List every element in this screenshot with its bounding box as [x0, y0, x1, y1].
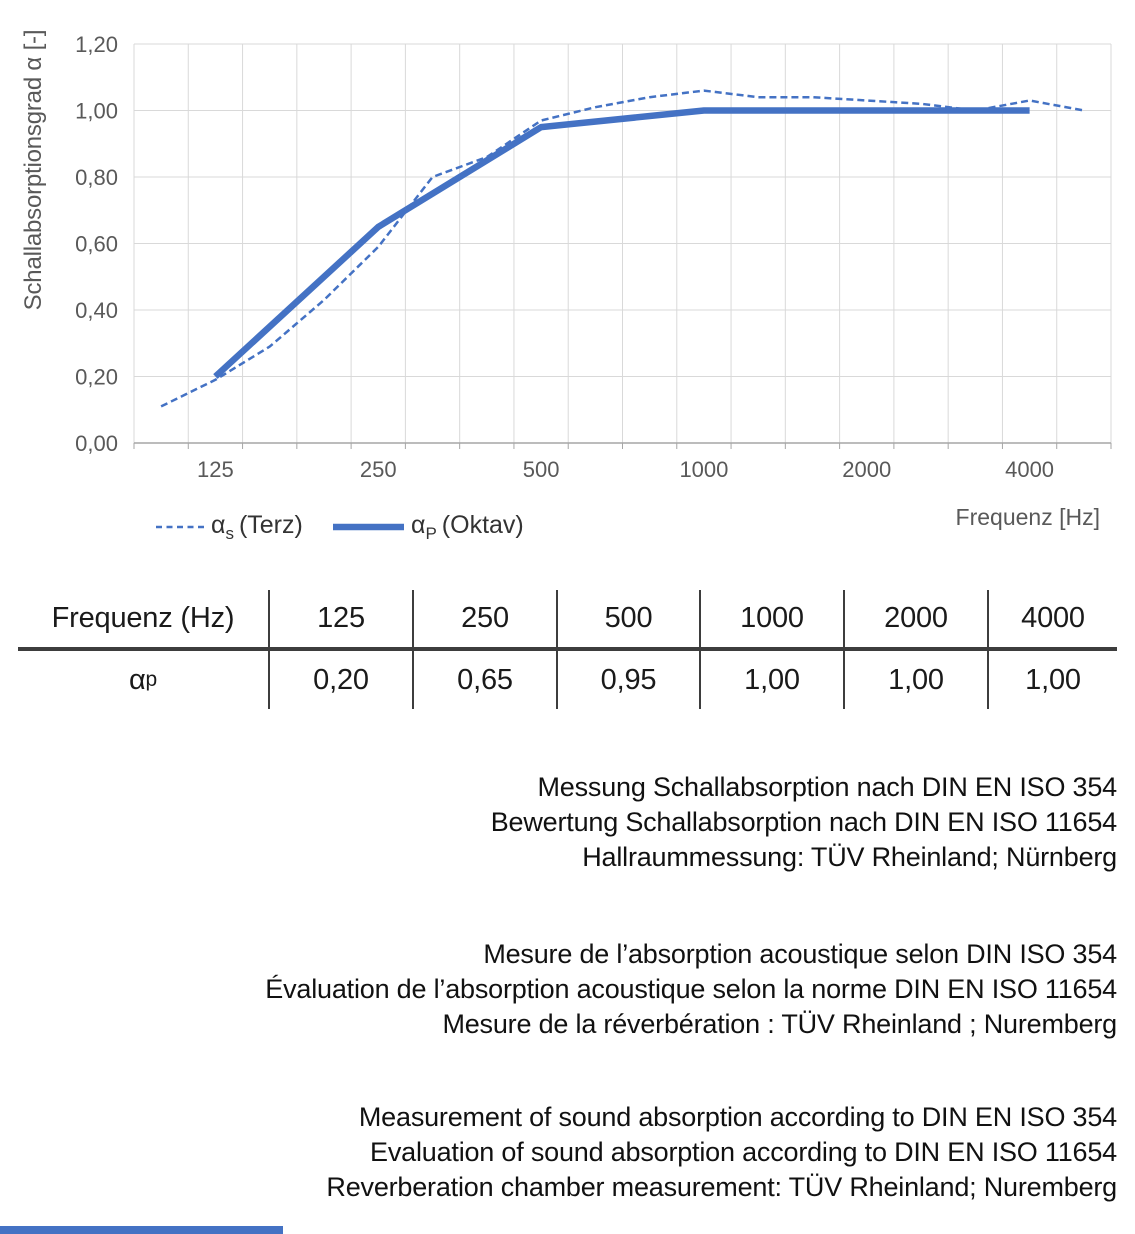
- table-header-cell: 500: [558, 590, 701, 647]
- table-value-row: α p 0,20 0,65 0,95 1,00 1,00 1,00: [18, 651, 1117, 709]
- note-block-english: Measurement of sound absorption accordin…: [326, 1100, 1117, 1205]
- x-tick-label: 4000: [1005, 457, 1054, 482]
- y-axis-title: Schallabsorptionsgrad α [-]: [20, 29, 47, 311]
- table-value-cell: 1,00: [845, 651, 989, 709]
- table-header-frequency: Frequenz (Hz): [18, 590, 270, 647]
- x-axis-title: Frequenz [Hz]: [955, 504, 1100, 530]
- table-value-cell: 0,95: [558, 651, 701, 709]
- note-line: Hallraummessung: TÜV Rheinland; Nürnberg: [582, 842, 1117, 872]
- series-line-alpha-s: [160, 89, 1085, 408]
- note-block-german: Messung Schallabsorption nach DIN EN ISO…: [491, 770, 1117, 875]
- dashed-line-sample: [156, 525, 204, 529]
- y-tick-label: 0,80: [75, 165, 118, 190]
- x-tick-label: 500: [523, 457, 560, 482]
- x-tick-label: 1000: [679, 457, 728, 482]
- note-block-french: Mesure de l’absorption acoustique selon …: [265, 937, 1117, 1042]
- table-header-cell: 250: [414, 590, 558, 647]
- table-value-cell: 1,00: [1025, 663, 1081, 696]
- y-tick-label: 0,60: [75, 232, 118, 257]
- note-line: Measurement of sound absorption accordin…: [358, 1102, 1117, 1132]
- note-line: Evaluation of sound absorption according…: [370, 1137, 1117, 1167]
- absorption-chart: 0,00 0,20 0,40 0,60 0,80 1,00 1,20 125 250 500 100…: [0, 0, 1135, 560]
- legend-label-alpha-p: αP (Oktav): [411, 510, 524, 543]
- y-tick-label: 1,20: [75, 32, 118, 57]
- table-header-cell: 2000: [845, 590, 989, 647]
- solid-line-sample: [333, 523, 404, 531]
- note-line: Reverberation chamber measurement: TÜV R…: [326, 1172, 1117, 1202]
- table-value-cell: 0,65: [414, 651, 558, 709]
- legend-item-alpha-s: αs (Terz): [156, 510, 303, 543]
- note-line: Mesure de la réverbération : TÜV Rheinla…: [442, 1009, 1117, 1039]
- table-value-cell: 0,20: [270, 651, 414, 709]
- brand-bar: [0, 1226, 283, 1234]
- y-tick-label: 0,20: [75, 365, 118, 390]
- legend-label-alpha-s: αs (Terz): [211, 510, 303, 543]
- table-header-cell: 4000: [1021, 602, 1085, 634]
- x-tick-label: 250: [360, 457, 397, 482]
- table-header-cell: 125: [270, 590, 414, 647]
- y-tick-label: 0,40: [75, 298, 118, 323]
- alpha-p-table: Frequenz (Hz) 125 250 500 1000 2000 4000 α p 0,2…: [18, 590, 1117, 709]
- x-tick-label: 2000: [842, 457, 891, 482]
- table-header-row: Frequenz (Hz) 125 250 500 1000 2000 4000: [18, 590, 1117, 651]
- note-line: Messung Schallabsorption nach DIN EN ISO…: [537, 772, 1117, 802]
- chart-plot-area: 0,00 0,20 0,40 0,60 0,80 1,00 1,20 125 250 500 100…: [75, 32, 1112, 482]
- series-line-alpha-p: [213, 107, 1030, 379]
- table-value-cell: 1,00: [701, 651, 845, 709]
- note-line: Mesure de l’absorption acoustique selon …: [483, 939, 1117, 969]
- y-tick-label: 0,00: [75, 431, 118, 456]
- x-tick-label: 125: [197, 457, 234, 482]
- table-header-cell: 1000: [701, 590, 845, 647]
- note-line: Évaluation de l’absorption acoustique se…: [265, 974, 1117, 1004]
- y-tick-label: 1,00: [75, 99, 118, 124]
- note-line: Bewertung Schallabsorption nach DIN EN I…: [490, 807, 1117, 837]
- legend-item-alpha-p: αP (Oktav): [333, 510, 524, 543]
